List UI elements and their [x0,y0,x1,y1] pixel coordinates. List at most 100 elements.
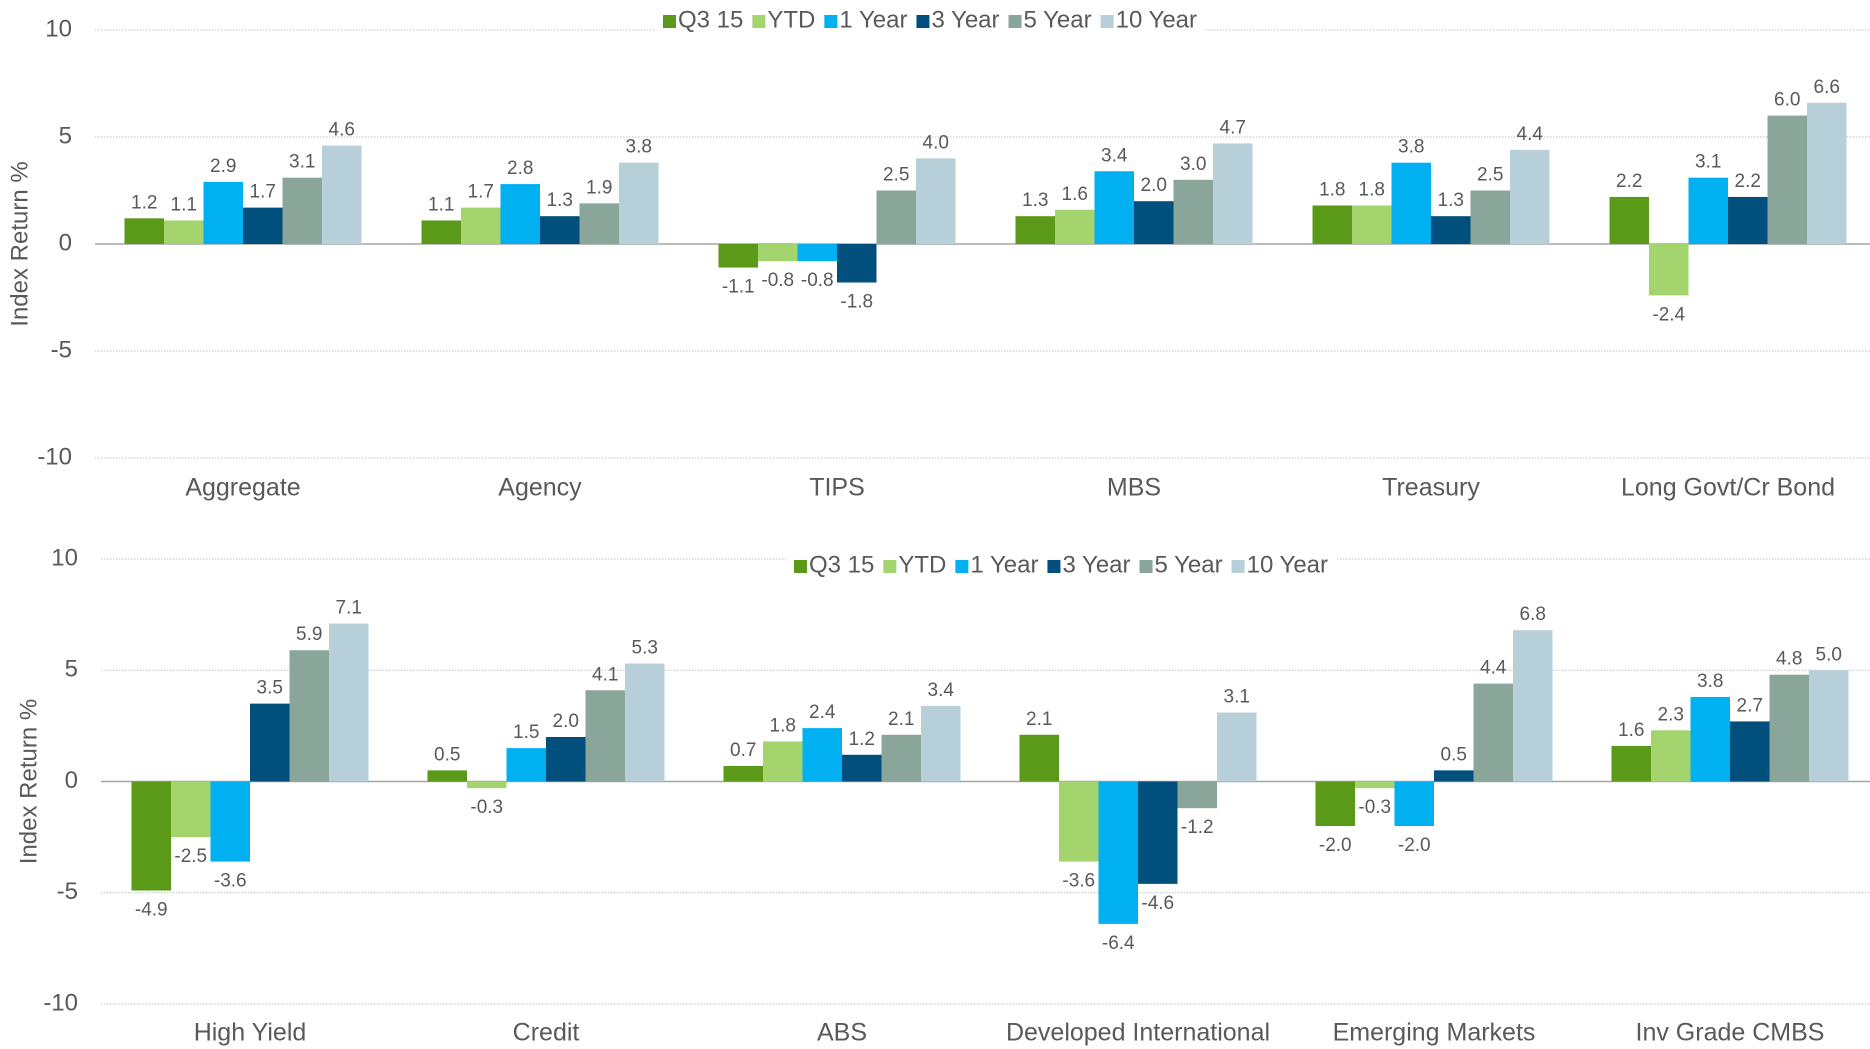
bar [1098,781,1138,924]
data-label: 3.8 [626,137,652,158]
data-label: 0.7 [730,740,756,761]
legend-label: 3 Year [931,6,999,33]
data-label: 4.0 [923,132,949,153]
bar [461,207,501,244]
data-label: 2.1 [888,709,914,730]
bar [1134,201,1174,244]
bar [1059,781,1099,862]
x-tick-label: Aggregate [185,474,300,502]
legend-swatch [662,15,676,28]
data-label: 2.9 [210,156,236,177]
data-label: 4.4 [1517,124,1544,145]
bar [876,190,916,244]
legend-label: YTD [767,6,815,33]
data-label: 1.2 [131,192,157,213]
legend-swatch [1047,560,1061,573]
bar [1688,177,1728,244]
data-label: 3.1 [289,152,315,173]
data-label: 5.9 [296,624,322,645]
y-tick-label: 0 [65,767,78,794]
bar [579,203,619,244]
data-label: 1.3 [1438,190,1464,211]
bar [540,216,580,244]
data-label: 3.1 [1224,687,1250,708]
data-label: 1.7 [250,182,276,203]
bar [1213,143,1253,244]
bar [171,781,211,838]
bar [916,158,956,244]
bar [1138,781,1178,884]
legend-label: 1 Year [970,551,1038,578]
bar [1019,734,1059,782]
y-tick-label: 5 [65,656,78,683]
bar [585,690,625,782]
bar [881,734,921,782]
bar [1651,730,1691,782]
bar [758,244,798,262]
y-tick-label: 10 [51,544,78,571]
data-label: 1.1 [171,194,197,215]
bar [1769,674,1809,782]
data-label: -4.9 [135,900,168,921]
legend-label: 3 Year [1062,551,1130,578]
bar [1355,781,1395,789]
legend-label: Q3 15 [809,551,874,578]
data-label: 1.8 [1319,179,1345,200]
legend-label: Q3 15 [678,6,743,33]
data-label: 4.7 [1220,117,1246,138]
data-label: -1.8 [840,292,873,313]
data-label: 1.8 [770,715,796,736]
legend-swatch [1139,560,1153,573]
bar [546,737,586,782]
data-label: 5.3 [632,638,658,659]
data-label: 7.1 [336,598,362,619]
data-label: 2.7 [1737,695,1763,716]
data-label: -1.1 [722,277,755,298]
bar [124,218,164,244]
bar [203,181,243,244]
data-label: -2.5 [174,846,207,867]
bar [837,244,877,283]
x-tick-label: Long Govt/Cr Bond [1621,474,1835,502]
data-label: 1.3 [547,190,573,211]
y-tick-label: -5 [57,878,78,905]
legend-swatch [916,15,930,28]
bar [427,770,467,782]
data-label: 6.6 [1814,77,1840,98]
bar [1649,244,1689,296]
y-tick-label: -10 [43,989,78,1016]
x-tick-label: Emerging Markets [1333,1019,1536,1047]
legend: Q3 15 YTD 1 Year 3 Year 5 Year 10 Year [785,551,1337,581]
legend-label: 10 Year [1247,551,1328,578]
bar [921,705,961,782]
bar [1434,770,1474,782]
data-label: 1.8 [1359,179,1385,200]
bar [763,741,803,782]
bar [802,728,842,782]
bar [1177,781,1217,809]
x-tick-label: TIPS [809,474,865,502]
legend: Q3 15 YTD 1 Year 3 Year 5 Year 10 Year [654,6,1206,36]
bar [421,220,461,244]
legend-swatch [1231,560,1245,573]
legend-swatch [955,560,969,573]
data-label: 4.6 [329,120,355,141]
x-tick-label: High Yield [194,1019,307,1047]
data-label: 2.0 [1141,175,1167,196]
data-label: -3.6 [214,871,247,892]
data-label: -3.6 [1062,871,1095,892]
bar [289,650,329,782]
x-tick-label: Agency [498,474,582,502]
data-label: 0.5 [1441,744,1467,765]
legend-label: 5 Year [1155,551,1223,578]
y-axis-label: Index Return % [15,699,42,864]
bar [243,207,283,244]
bar [1767,115,1807,244]
data-label: -2.0 [1398,835,1431,856]
bar [210,781,250,862]
data-label: 2.5 [883,165,909,186]
bar [1315,781,1355,826]
legend-label: 5 Year [1024,6,1092,33]
bar [1055,209,1095,244]
